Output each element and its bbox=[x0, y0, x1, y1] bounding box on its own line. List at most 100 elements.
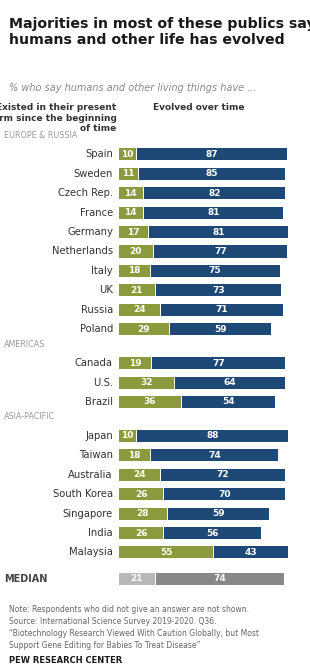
Text: Japan: Japan bbox=[85, 431, 113, 441]
Text: 81: 81 bbox=[207, 208, 220, 217]
Bar bbox=[175, 376, 285, 388]
Bar bbox=[119, 149, 136, 161]
Bar bbox=[164, 527, 261, 539]
Bar bbox=[119, 573, 155, 585]
Text: 72: 72 bbox=[217, 470, 229, 480]
Text: 29: 29 bbox=[137, 324, 150, 334]
Text: Malaysia: Malaysia bbox=[69, 547, 113, 557]
Text: 20: 20 bbox=[130, 247, 142, 256]
Bar bbox=[161, 304, 283, 316]
Text: Russia: Russia bbox=[81, 305, 113, 315]
Bar bbox=[119, 226, 148, 238]
Bar bbox=[161, 469, 285, 481]
Text: India: India bbox=[88, 528, 113, 538]
Bar bbox=[156, 284, 281, 296]
Text: MEDIAN: MEDIAN bbox=[4, 573, 47, 583]
Text: 32: 32 bbox=[140, 378, 153, 387]
Bar bbox=[152, 357, 285, 369]
Bar bbox=[154, 246, 287, 258]
Text: 74: 74 bbox=[208, 451, 221, 460]
Text: 21: 21 bbox=[131, 574, 143, 583]
Text: 59: 59 bbox=[214, 324, 227, 334]
Text: 24: 24 bbox=[133, 305, 146, 314]
Bar bbox=[119, 450, 150, 462]
Bar bbox=[168, 507, 269, 519]
Text: 56: 56 bbox=[206, 529, 219, 537]
Bar bbox=[156, 573, 284, 585]
Text: U.S.: U.S. bbox=[93, 378, 113, 388]
Text: % who say humans and other living things have ...: % who say humans and other living things… bbox=[9, 83, 257, 93]
Text: 77: 77 bbox=[212, 358, 225, 368]
Bar bbox=[119, 187, 143, 199]
Text: Germany: Germany bbox=[67, 227, 113, 237]
Text: Poland: Poland bbox=[80, 324, 113, 334]
Bar bbox=[144, 206, 283, 218]
Text: “Biotechnology Research Viewed With Caution Globally, but Most: “Biotechnology Research Viewed With Caut… bbox=[9, 629, 259, 638]
Text: 14: 14 bbox=[124, 188, 137, 198]
Text: Note: Respondents who did not give an answer are not shown.: Note: Respondents who did not give an an… bbox=[9, 605, 249, 614]
Text: 18: 18 bbox=[128, 451, 140, 460]
Bar bbox=[151, 265, 280, 277]
Text: UK: UK bbox=[99, 285, 113, 295]
Text: 64: 64 bbox=[224, 378, 236, 387]
Text: Source: International Science Survey 2019-2020. Q36.: Source: International Science Survey 201… bbox=[9, 617, 217, 626]
Bar bbox=[144, 187, 285, 199]
Bar bbox=[119, 430, 136, 442]
Bar bbox=[170, 323, 271, 335]
Text: Australia: Australia bbox=[69, 470, 113, 480]
Bar bbox=[139, 168, 285, 180]
Bar bbox=[214, 546, 288, 559]
Text: Brazil: Brazil bbox=[85, 397, 113, 407]
Text: 81: 81 bbox=[212, 228, 225, 236]
Text: 14: 14 bbox=[124, 208, 137, 217]
Bar bbox=[164, 488, 285, 500]
Text: Existed in their present
form since the beginning
of time: Existed in their present form since the … bbox=[0, 103, 117, 133]
Bar bbox=[119, 265, 150, 277]
Text: 24: 24 bbox=[133, 470, 146, 480]
Text: 87: 87 bbox=[206, 150, 218, 159]
Text: Singapore: Singapore bbox=[63, 509, 113, 519]
Bar bbox=[119, 546, 213, 559]
Text: Majorities in most of these publics say
humans and other life has evolved: Majorities in most of these publics say … bbox=[9, 17, 310, 47]
Bar bbox=[119, 284, 155, 296]
Text: Spain: Spain bbox=[85, 149, 113, 159]
Text: ASIA-PACIFIC: ASIA-PACIFIC bbox=[4, 412, 55, 422]
Text: Czech Rep.: Czech Rep. bbox=[58, 188, 113, 198]
Text: 17: 17 bbox=[127, 228, 140, 236]
Text: 28: 28 bbox=[136, 509, 149, 518]
Text: 77: 77 bbox=[214, 247, 227, 256]
Bar bbox=[119, 323, 169, 335]
Text: Evolved over time: Evolved over time bbox=[153, 103, 245, 113]
Text: Support Gene Editing for Babies To Treat Disease”: Support Gene Editing for Babies To Treat… bbox=[9, 641, 201, 650]
Text: 59: 59 bbox=[212, 509, 225, 518]
Text: 85: 85 bbox=[206, 169, 218, 178]
Bar bbox=[119, 507, 167, 519]
Text: AMERICAS: AMERICAS bbox=[4, 340, 45, 348]
Text: 10: 10 bbox=[121, 150, 133, 159]
Text: Italy: Italy bbox=[91, 266, 113, 276]
Text: 18: 18 bbox=[128, 266, 140, 276]
Text: 73: 73 bbox=[212, 286, 225, 295]
Bar bbox=[137, 149, 287, 161]
Text: 19: 19 bbox=[129, 358, 141, 368]
Bar bbox=[119, 488, 163, 500]
Text: 26: 26 bbox=[135, 529, 147, 537]
Bar bbox=[119, 168, 138, 180]
Text: 82: 82 bbox=[208, 188, 221, 198]
Text: Netherlands: Netherlands bbox=[52, 246, 113, 256]
Text: 54: 54 bbox=[222, 398, 234, 406]
Text: 74: 74 bbox=[214, 574, 226, 583]
Text: 88: 88 bbox=[206, 432, 219, 440]
Text: Taiwan: Taiwan bbox=[79, 450, 113, 460]
Text: 11: 11 bbox=[122, 169, 134, 178]
Bar bbox=[119, 376, 174, 388]
Bar bbox=[182, 396, 275, 408]
Bar bbox=[119, 357, 151, 369]
Text: 43: 43 bbox=[245, 548, 258, 557]
Text: France: France bbox=[80, 208, 113, 218]
Text: Canada: Canada bbox=[75, 358, 113, 368]
Text: 55: 55 bbox=[160, 548, 172, 557]
Bar bbox=[149, 226, 288, 238]
Text: 75: 75 bbox=[209, 266, 221, 276]
Text: South Korea: South Korea bbox=[53, 490, 113, 500]
